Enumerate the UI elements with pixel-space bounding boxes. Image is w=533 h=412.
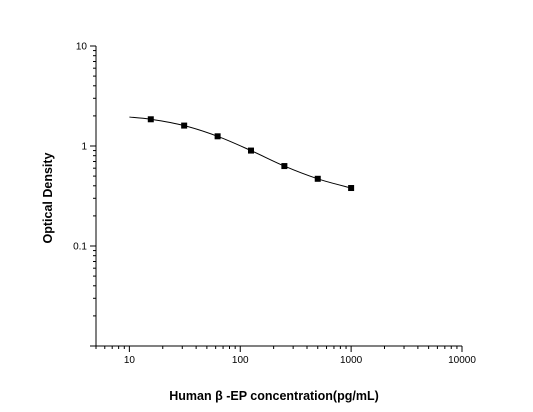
y-tick-label: 0.1 bbox=[73, 242, 87, 253]
y-axis-title: Optical Density bbox=[41, 152, 55, 243]
y-tick-label: 10 bbox=[76, 42, 88, 53]
plot-area: 10 100 1000 10000 0.1 1 10 bbox=[73, 42, 476, 367]
data-point bbox=[247, 147, 254, 154]
data-point bbox=[348, 185, 355, 192]
x-tick-label: 10 bbox=[124, 355, 136, 366]
data-point bbox=[214, 133, 221, 140]
data-point bbox=[147, 116, 154, 123]
data-point bbox=[281, 163, 288, 170]
data-markers bbox=[147, 116, 355, 192]
x-tick-label: 100 bbox=[232, 355, 249, 366]
data-point bbox=[181, 122, 188, 129]
x-axis-ticks: 10 100 1000 10000 bbox=[95, 346, 476, 366]
x-axis-title: Human β -EP concentration(pg/mL) bbox=[169, 389, 379, 403]
y-axis-ticks: 0.1 1 10 bbox=[73, 42, 96, 347]
x-tick-label: 1000 bbox=[340, 355, 363, 366]
y-tick-label: 1 bbox=[81, 142, 87, 153]
data-point bbox=[314, 175, 321, 182]
x-tick-label: 10000 bbox=[448, 355, 476, 366]
